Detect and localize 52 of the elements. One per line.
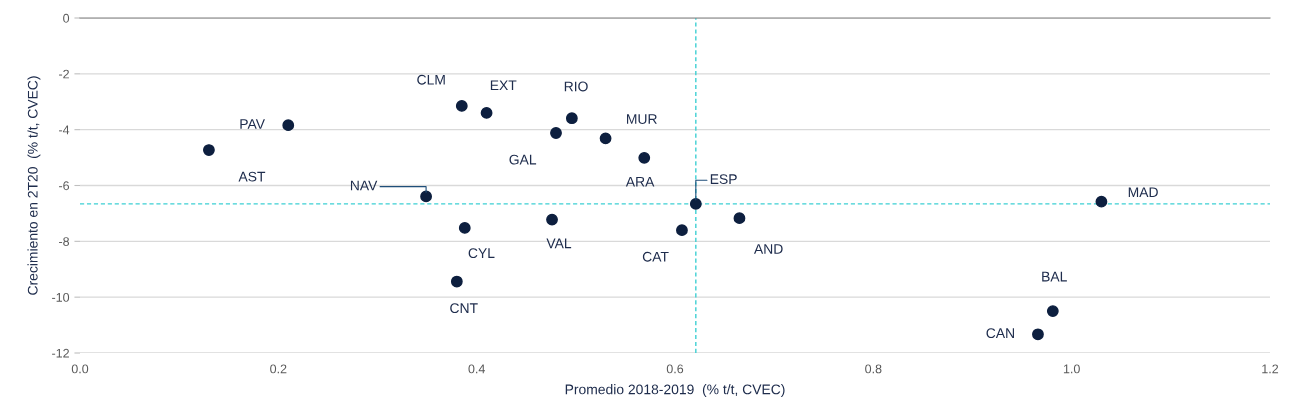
- series-label: EXT: [490, 80, 517, 91]
- point: [480, 107, 493, 119]
- text: AST: [238, 171, 266, 182]
- point: [676, 224, 688, 237]
- x-tick-label: 0.4: [468, 364, 485, 374]
- series-label: MAD: [1128, 187, 1158, 197]
- y-tick-label: -2: [59, 69, 69, 79]
- series-label: CLM: [417, 74, 445, 85]
- point: [1046, 305, 1059, 318]
- y-axis-title: Crecimiento en 2T20 (% t/t, CVEC): [27, 76, 41, 295]
- y-tick-label: -4: [59, 125, 70, 135]
- y-tick-label: -12: [52, 348, 69, 358]
- x-tick-label: 1.0: [1063, 364, 1080, 374]
- series-label: PAV: [240, 119, 265, 129]
- x-tick-label: 1.2: [1262, 364, 1279, 374]
- series-label: CYL: [468, 248, 495, 259]
- series-label: MUR: [627, 114, 657, 124]
- point: [455, 100, 468, 112]
- y-tick-label: -10: [52, 292, 70, 302]
- x-tick-label: 0.0: [71, 364, 89, 374]
- point: [1095, 195, 1108, 208]
- series-label: VAL: [546, 238, 572, 249]
- x-tick-label: 0.6: [666, 364, 684, 374]
- point: [689, 198, 702, 210]
- y-tick-label: 0: [63, 13, 70, 23]
- point: [546, 213, 558, 226]
- point: [565, 112, 578, 125]
- point: [550, 127, 562, 139]
- series-label: CAT: [642, 251, 669, 262]
- y-tick-label: -6: [59, 181, 70, 191]
- series-label: RIO: [564, 81, 588, 92]
- series-label: GAL: [509, 154, 537, 165]
- x-axis-title: Promedio 2018-2019 (% t/t, CVEC): [565, 384, 785, 398]
- x-tick-label: 0.2: [270, 364, 287, 374]
- y-tick-label: -8: [59, 237, 70, 246]
- point: [458, 222, 471, 234]
- series-label: ARA: [625, 176, 655, 187]
- point: [450, 275, 463, 288]
- point: [203, 144, 215, 156]
- series-label: ESP: [710, 174, 737, 185]
- text: NAV: [350, 180, 378, 191]
- point: [1032, 328, 1044, 341]
- series-label: AND: [753, 244, 783, 254]
- point: [733, 212, 746, 225]
- x-tick-label: 0.8: [865, 364, 882, 374]
- series-label: CAN: [986, 328, 1014, 339]
- point: [420, 190, 432, 203]
- point: [599, 132, 612, 145]
- point: [638, 151, 651, 164]
- point: [282, 119, 295, 132]
- series-label: BAL: [1042, 271, 1067, 282]
- series-label: CNT: [450, 303, 478, 314]
